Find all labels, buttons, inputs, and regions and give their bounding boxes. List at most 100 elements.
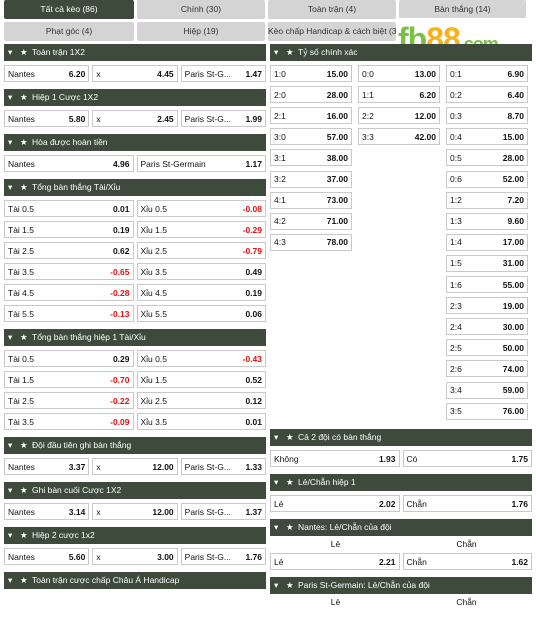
odds-cell[interactable]: 2:4 30.00 [446, 318, 528, 336]
odds-cell[interactable]: 1:3 9.60 [446, 212, 528, 230]
odds-cell[interactable]: 3:5 76.00 [446, 402, 528, 420]
odds-cell[interactable]: 1:4 17.00 [446, 233, 528, 251]
odds-cell[interactable]: 1:0 15.00 [270, 65, 352, 82]
collapse-arrow-icon[interactable]: ▾ [8, 485, 13, 495]
odds-cell[interactable]: 3:4 59.00 [446, 381, 528, 399]
odds-cell[interactable]: Tài 2.5 -0.22 [4, 392, 134, 409]
odds-cell[interactable]: Lẻ 2.21 [270, 553, 400, 570]
odds-cell[interactable]: 0:4 15.00 [446, 128, 528, 146]
collapse-arrow-icon[interactable]: ▾ [274, 522, 279, 532]
market-header[interactable]: ▾ ★ Paris St-Germain: Lẻ/Chẵn của đội [270, 577, 532, 594]
market-header[interactable]: ▾ ★ Nantes: Lẻ/Chẵn của đội [270, 519, 532, 536]
star-icon[interactable]: ★ [286, 47, 294, 57]
odds-cell[interactable]: Nantes 5.80 [4, 110, 90, 127]
odds-cell[interactable]: x 12.00 [92, 503, 178, 520]
star-icon[interactable]: ★ [20, 332, 28, 342]
odds-cell[interactable]: 2:6 74.00 [446, 360, 528, 378]
odds-cell[interactable]: Nantes 4.96 [4, 155, 134, 172]
odds-cell[interactable]: x 4.45 [92, 65, 178, 82]
odds-cell[interactable]: Xỉu 1.5 0.52 [136, 371, 266, 388]
odds-cell[interactable]: Xỉu 3.5 0.49 [136, 263, 266, 280]
tab-5[interactable]: Hiệp (19) [137, 22, 265, 41]
odds-cell[interactable]: 3:2 37.00 [270, 170, 352, 188]
collapse-arrow-icon[interactable]: ▾ [8, 530, 13, 540]
market-header[interactable]: ▾ ★ Hòa được hoàn tiền [4, 134, 266, 151]
odds-cell[interactable]: Tài 1.5 0.19 [4, 221, 134, 238]
market-header[interactable]: ▾ ★ Tổng bàn thắng Tài/Xỉu [4, 179, 266, 196]
star-icon[interactable]: ★ [20, 575, 28, 585]
collapse-arrow-icon[interactable]: ▾ [8, 47, 13, 57]
odds-cell[interactable]: x 2.45 [92, 110, 178, 127]
odds-cell[interactable]: Không 1.93 [270, 450, 400, 467]
collapse-arrow-icon[interactable]: ▾ [8, 137, 13, 147]
odds-cell[interactable]: Xỉu 5.5 0.06 [136, 305, 266, 322]
odds-cell[interactable]: Paris St-G... 1.99 [180, 110, 266, 127]
odds-cell[interactable]: Paris St-Germain 1.17 [136, 155, 266, 172]
odds-cell[interactable]: 1:5 31.00 [446, 254, 528, 272]
odds-cell[interactable]: Chẵn 1.62 [402, 553, 532, 570]
odds-cell[interactable]: Paris St-G... 1.76 [180, 548, 266, 565]
collapse-arrow-icon[interactable]: ▾ [274, 580, 279, 590]
star-icon[interactable]: ★ [286, 477, 294, 487]
odds-cell[interactable]: 2:2 12.00 [358, 107, 440, 125]
odds-cell[interactable]: Tài 0.5 0.29 [4, 350, 134, 367]
odds-cell[interactable]: Nantes 5.60 [4, 548, 90, 565]
market-header[interactable]: ▾ ★ Ghi bàn cuối Cược 1X2 [4, 482, 266, 499]
star-icon[interactable]: ★ [20, 47, 28, 57]
collapse-arrow-icon[interactable]: ▾ [8, 440, 13, 450]
odds-cell[interactable]: Paris St-G... 1.33 [180, 458, 266, 475]
odds-cell[interactable]: Xỉu 0.5 -0.43 [136, 350, 266, 367]
star-icon[interactable]: ★ [20, 137, 28, 147]
odds-cell[interactable]: Chẵn 1.76 [402, 495, 532, 512]
market-header[interactable]: ▾ ★ Đội đầu tiên ghi bàn thắng [4, 437, 266, 454]
star-icon[interactable]: ★ [20, 92, 28, 102]
odds-cell[interactable]: 4:3 78.00 [270, 233, 352, 251]
odds-cell[interactable]: 0:2 6.40 [446, 86, 528, 104]
collapse-arrow-icon[interactable]: ▾ [8, 92, 13, 102]
odds-cell[interactable]: x 12.00 [92, 458, 178, 475]
collapse-arrow-icon[interactable]: ▾ [274, 477, 279, 487]
star-icon[interactable]: ★ [20, 440, 28, 450]
star-icon[interactable]: ★ [286, 580, 294, 590]
odds-cell[interactable]: Có 1.75 [402, 450, 532, 467]
odds-cell[interactable]: Nantes 3.37 [4, 458, 90, 475]
odds-cell[interactable]: Xỉu 3.5 0.01 [136, 413, 266, 430]
odds-cell[interactable]: 4:1 73.00 [270, 191, 352, 209]
odds-cell[interactable]: 2:1 16.00 [270, 107, 352, 125]
odds-cell[interactable]: 1:1 6.20 [358, 86, 440, 104]
tab-4[interactable]: Phạt góc (4) [4, 22, 134, 41]
odds-cell[interactable]: 0:6 52.00 [446, 170, 528, 188]
collapse-arrow-icon[interactable]: ▾ [274, 432, 279, 442]
odds-cell[interactable]: x 3.00 [92, 548, 178, 565]
odds-cell[interactable]: Nantes 3.14 [4, 503, 90, 520]
odds-cell[interactable]: 3:3 42.00 [358, 128, 440, 146]
odds-cell[interactable]: 2:0 28.00 [270, 86, 352, 104]
market-header[interactable]: ▾ ★ Lẻ/Chẵn hiệp 1 [270, 474, 532, 491]
odds-cell[interactable]: 1:2 7.20 [446, 191, 528, 209]
odds-cell[interactable]: Tài 0.5 0.01 [4, 200, 134, 217]
collapse-arrow-icon[interactable]: ▾ [8, 332, 13, 342]
star-icon[interactable]: ★ [20, 485, 28, 495]
market-header[interactable]: ▾ ★ Tổng bàn thắng hiệp 1 Tài/Xỉu [4, 329, 266, 346]
odds-cell[interactable]: Tài 2.5 0.62 [4, 242, 134, 259]
odds-cell[interactable]: Tài 5.5 -0.13 [4, 305, 134, 322]
odds-cell[interactable]: 0:5 28.00 [446, 149, 528, 167]
odds-cell[interactable]: Paris St-G... 1.47 [180, 65, 266, 82]
tab-6[interactable]: Kèo chấp Handicap & cách biệt (3) [268, 22, 396, 41]
odds-cell[interactable]: 3:1 38.00 [270, 149, 352, 167]
odds-cell[interactable]: Xỉu 1.5 -0.29 [136, 221, 266, 238]
market-header[interactable]: ▾ ★ Tỷ số chính xác [270, 44, 532, 61]
tab-1[interactable]: Chính (30) [137, 0, 265, 19]
odds-cell[interactable]: 2:5 50.00 [446, 339, 528, 357]
odds-cell[interactable]: Tài 4.5 -0.28 [4, 284, 134, 301]
odds-cell[interactable]: 1:6 55.00 [446, 276, 528, 293]
odds-cell[interactable]: 2:3 19.00 [446, 297, 528, 315]
collapse-arrow-icon[interactable]: ▾ [274, 47, 279, 57]
odds-cell[interactable]: Xỉu 2.5 0.12 [136, 392, 266, 409]
odds-cell[interactable]: 0:3 8.70 [446, 107, 528, 125]
odds-cell[interactable]: Nantes 6.20 [4, 65, 90, 82]
odds-cell[interactable]: Tài 1.5 -0.70 [4, 371, 134, 388]
market-header[interactable]: ▾ ★ Hiệp 2 cược 1x2 [4, 527, 266, 544]
market-header[interactable]: ▾ ★ Cả 2 đội có bàn thắng [270, 429, 532, 446]
market-header[interactable]: ▾ ★ Hiệp 1 Cược 1X2 [4, 89, 266, 106]
